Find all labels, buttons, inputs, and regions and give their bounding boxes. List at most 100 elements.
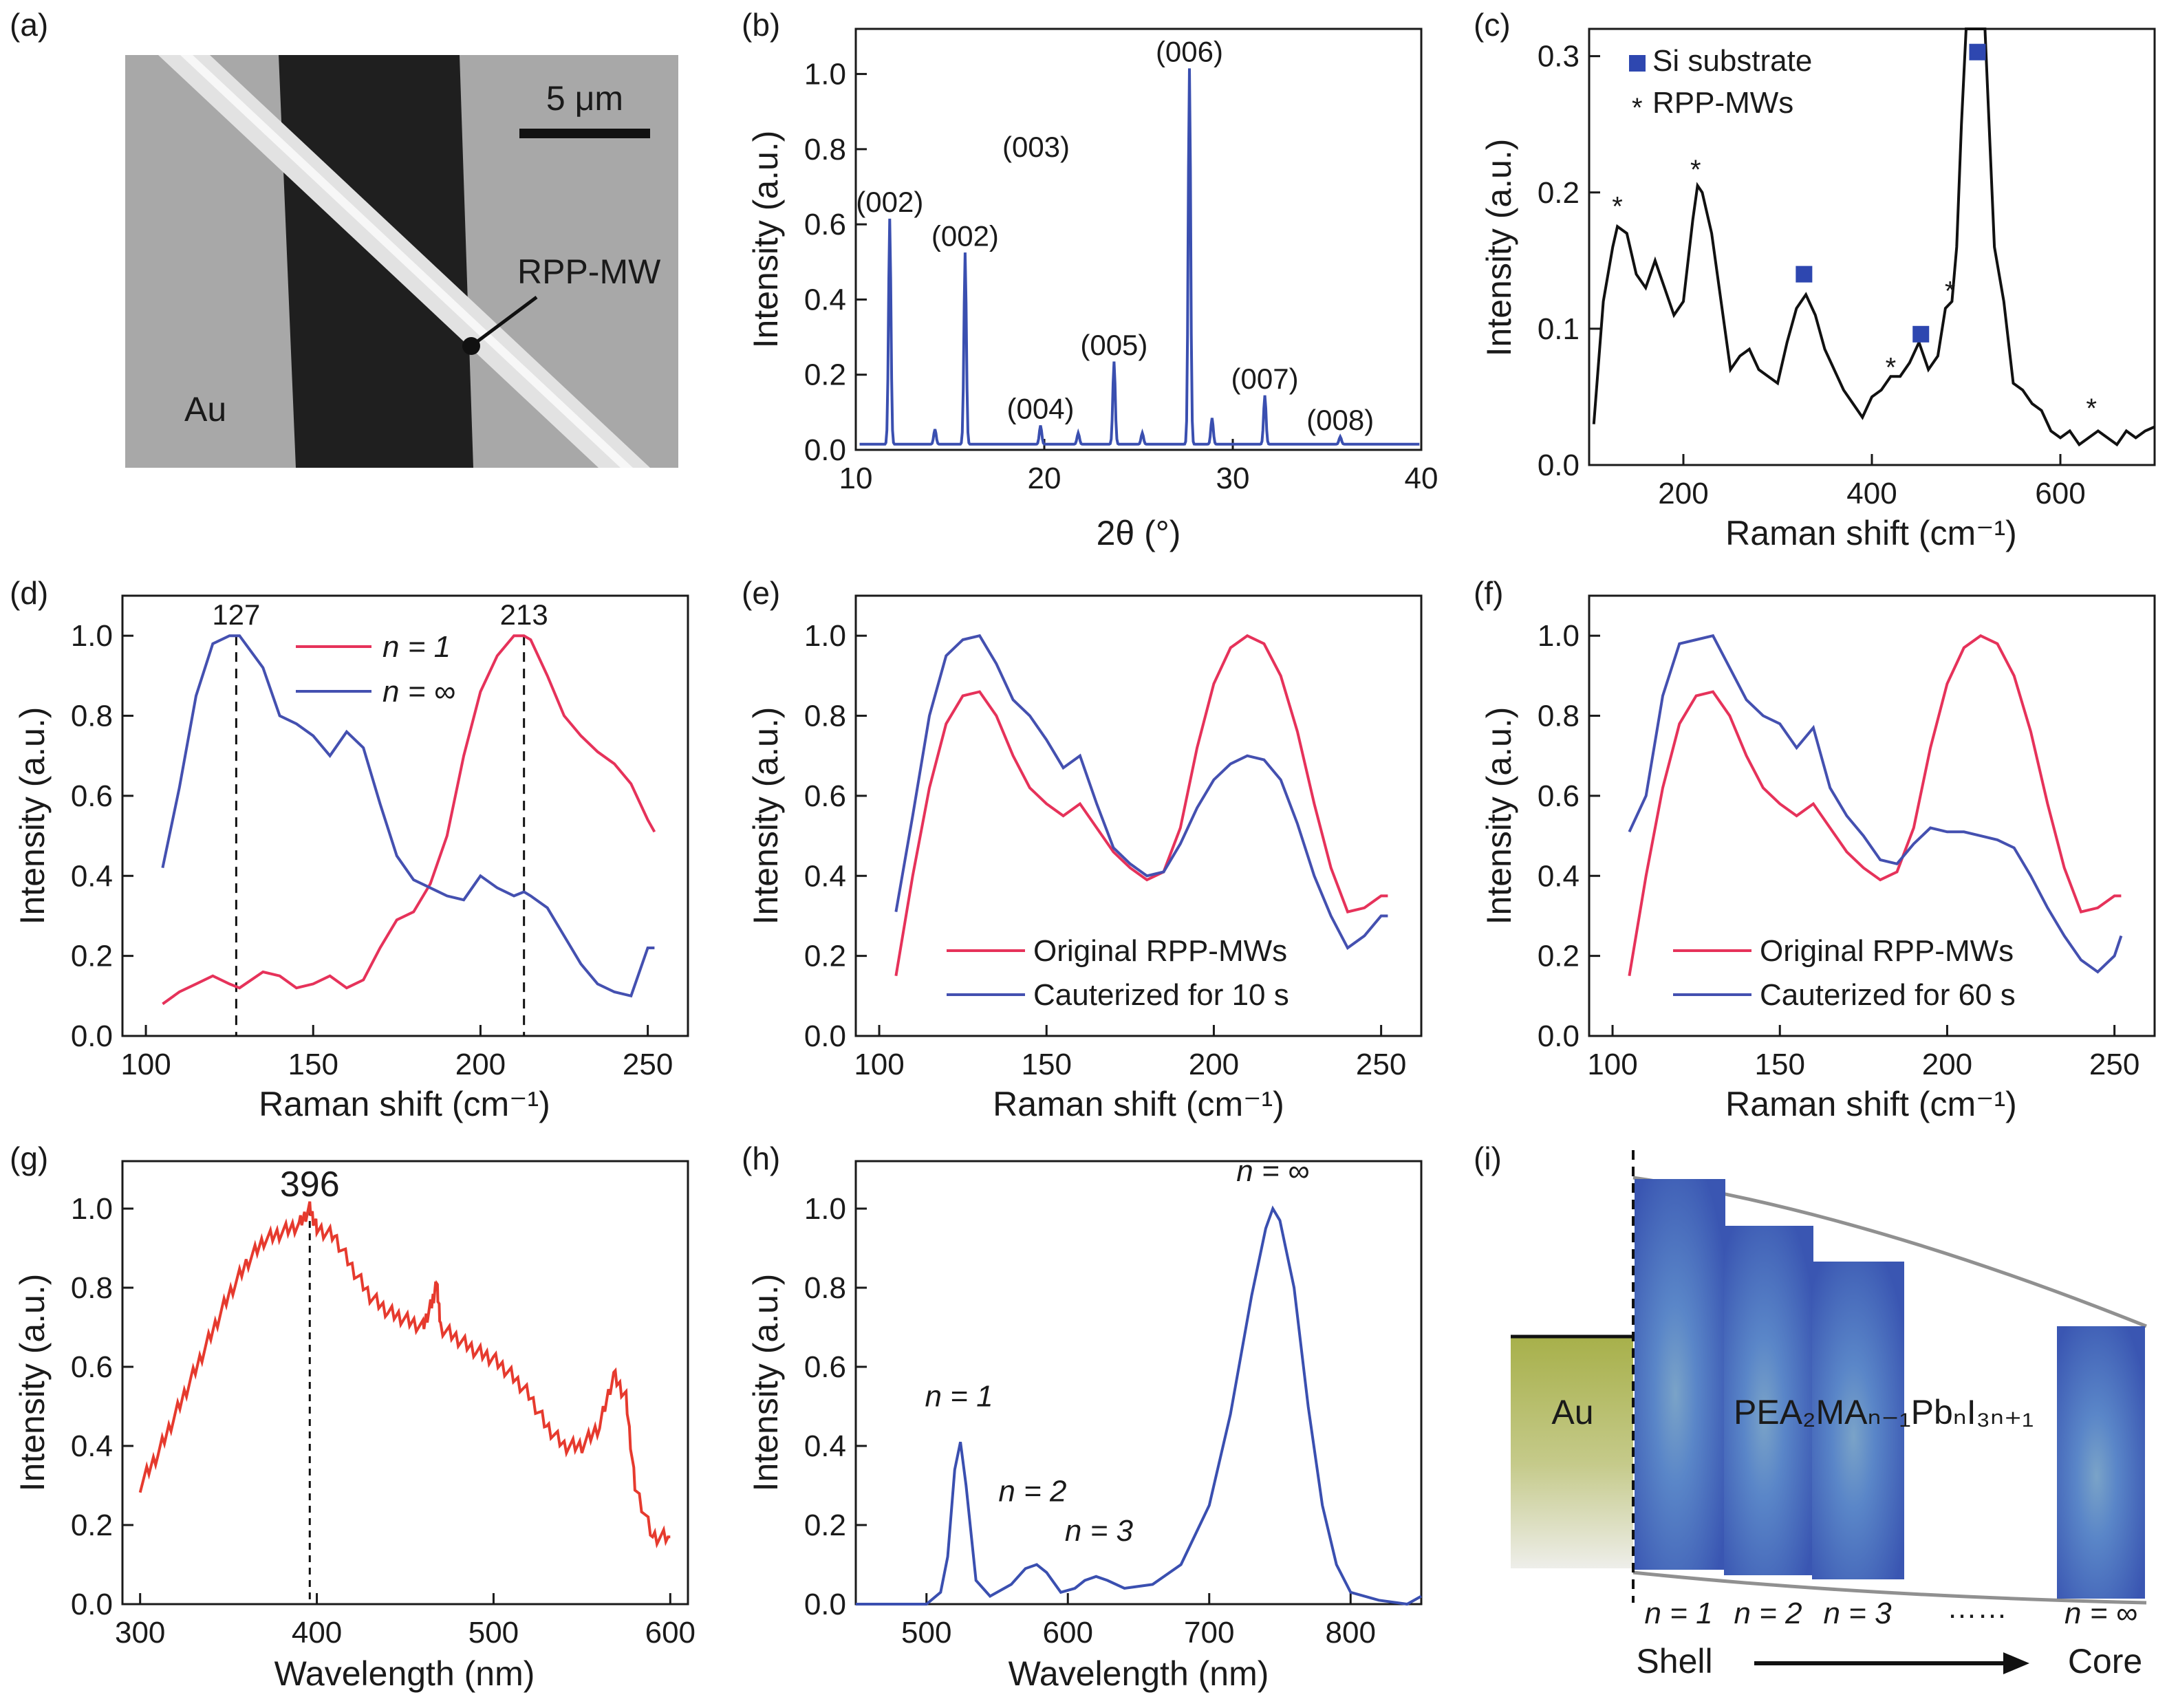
panel-f-frame (1588, 594, 2156, 1037)
y-tick-label: 0.2 (804, 1509, 846, 1542)
rpp-marker: * (1612, 192, 1623, 222)
sem-channel-dark (279, 55, 473, 468)
x-tick-label: 250 (1356, 1048, 1406, 1081)
peak-label: (005) (1080, 329, 1147, 361)
annot-396: 396 (280, 1165, 340, 1204)
panel-f-letter: (f) (1474, 575, 1503, 611)
panel-e-xlabel: Raman shift (cm⁻¹) (993, 1085, 1284, 1123)
panel-i: (i) Au PEA₂MAₙ₋₁PbₙI₃ₙ₊₁ n = 1 n = 2 n =… (1474, 1141, 2147, 1680)
legend-si-marker (1629, 55, 1646, 72)
wire-pointer-line (470, 295, 538, 348)
y-tick-label: 0.0 (804, 1019, 846, 1053)
rpp-marker: * (1690, 155, 1701, 185)
layer-n2-label: n = 2 (1734, 1597, 1802, 1630)
y-tick-label: 0.2 (1538, 176, 1580, 210)
y-tick-label: 1.0 (1538, 619, 1580, 653)
panel-b-ticks: 10 20 30 40 0.0 0.2 0.4 0.6 0.8 1.0 (804, 58, 1438, 495)
shell-label: Shell (1636, 1642, 1712, 1680)
y-tick-label: 1.0 (804, 619, 846, 653)
y-tick-label: 0.8 (804, 700, 846, 733)
peak-label: (004) (1006, 393, 1074, 425)
formula-label: PEA₂MAₙ₋₁PbₙI₃ₙ₊₁ (1734, 1393, 2034, 1431)
panel-c-letter: (c) (1474, 7, 1511, 43)
legend-si-label: Si substrate (1652, 44, 1812, 78)
legend-original-label: Original RPP-MWs (1033, 934, 1287, 968)
legend-cauterized-label: Cauterized for 60 s (1760, 978, 2016, 1012)
y-tick-label: 0.0 (1538, 448, 1580, 482)
x-tick-label: 200 (1922, 1048, 1972, 1081)
panel-d-ticks: 100 150 200 250 0.0 0.2 0.4 0.6 0.8 1.0 (71, 619, 673, 1081)
pl-peak-labels: n = 1 n = 2 n = 3 n = ∞ (925, 1154, 1309, 1548)
layer-ninf-block (2057, 1326, 2145, 1599)
au-block (1511, 1336, 1633, 1568)
legend-ninf-label: n = ∞ (382, 675, 455, 709)
series-cauterized-10s-line (894, 634, 1388, 950)
x-tick-label: 150 (288, 1048, 338, 1081)
scale-bar-label: 5 μm (546, 79, 623, 118)
y-tick-label: 0.6 (804, 1350, 846, 1384)
x-tick-label: 400 (292, 1616, 342, 1650)
x-tick-label: 600 (2035, 477, 2085, 510)
panel-h-ylabel: Intensity (a.u.) (746, 1274, 785, 1492)
x-tick-label: 100 (1587, 1048, 1637, 1081)
panel-h-letter: (h) (742, 1141, 780, 1176)
y-tick-label: 0.8 (1538, 700, 1580, 733)
peak-label: (002) (856, 186, 923, 218)
panel-g: (g) 300 400 500 600 0.0 0.2 0.4 0.6 0.8 1.0 396 W… (10, 1141, 696, 1693)
x-tick-label: 500 (468, 1616, 519, 1650)
y-tick-label: 0.0 (1538, 1019, 1580, 1053)
x-tick-label: 500 (901, 1616, 951, 1650)
y-tick-label: 0.2 (804, 940, 846, 973)
electrode-label: Au (184, 390, 226, 429)
x-tick-label: 600 (645, 1616, 696, 1650)
panel-h: (h) 500 600 700 800 0.0 0.2 0.4 0.6 0.8 1.0 n = 1… (742, 1141, 1423, 1693)
y-tick-label: 0.4 (71, 859, 113, 893)
x-tick-label: 30 (1216, 462, 1250, 495)
pl-peak-label: n = 3 (1065, 1514, 1134, 1548)
panel-f-ylabel: Intensity (a.u.) (1480, 707, 1518, 925)
y-tick-label: 0.2 (71, 1509, 113, 1542)
shell-core-arrowhead (2003, 1652, 2029, 1674)
layer-n1-block (1635, 1179, 1725, 1570)
y-tick-label: 0.6 (71, 1350, 113, 1384)
envelope-bottom-line (1632, 1570, 2147, 1605)
panel-g-frame (121, 1160, 689, 1606)
panel-g-xlabel: Wavelength (nm) (274, 1654, 535, 1693)
legend-rpp-marker: * (1632, 93, 1643, 123)
y-tick-label: 0.0 (71, 1588, 113, 1621)
pl-series-line (856, 1205, 1422, 1606)
panel-a: (a) 5 μm RPP-MW Au (10, 7, 678, 468)
y-tick-label: 0.6 (804, 208, 846, 241)
x-tick-label: 200 (1658, 477, 1708, 510)
y-tick-label: 0.2 (71, 940, 113, 973)
x-tick-label: 400 (1846, 477, 1897, 510)
pl-peak-label: n = 2 (998, 1475, 1066, 1509)
panel-h-xlabel: Wavelength (nm) (1009, 1654, 1269, 1693)
x-tick-label: 200 (455, 1048, 506, 1081)
panel-e-ticks: 100 150 200 250 0.0 0.2 0.4 0.6 0.8 1.0 (804, 619, 1407, 1081)
au-label: Au (1551, 1393, 1593, 1431)
legend-original-label: Original RPP-MWs (1760, 934, 2014, 968)
xrd-peak-labels: (002)(002) (004)(005) (006) (007)(008) (856, 36, 1374, 436)
pl-peak-label: n = ∞ (1236, 1154, 1309, 1188)
xrd-series-line (859, 68, 1420, 446)
y-tick-label: 0.4 (804, 1429, 846, 1463)
panel-a-letter: (a) (10, 7, 48, 43)
pl-peak-label: n = 1 (925, 1380, 993, 1414)
panel-c-xlabel: Raman shift (cm⁻¹) (1725, 514, 2017, 552)
panel-b-ylabel: Intensity (a.u.) (746, 131, 785, 349)
y-tick-label: 0.3 (1538, 40, 1580, 74)
panel-f: (f) 100 150 200 250 0.0 0.2 0.4 0.6 0.8 1.0 Origi… (1474, 575, 2156, 1123)
rpp-marker: * (1886, 352, 1897, 382)
panel-h-ticks: 500 600 700 800 0.0 0.2 0.4 0.6 0.8 1.0 (804, 1192, 1376, 1650)
y-tick-label: 0.6 (1538, 779, 1580, 813)
peak-label: (006) (1156, 36, 1223, 68)
x-tick-label: 100 (854, 1048, 904, 1081)
si-substrate-marker (1796, 266, 1813, 283)
dots-label: …… (1947, 1591, 2007, 1625)
legend-rpp-label: RPP-MWs (1652, 86, 1793, 120)
annot-213: 213 (500, 598, 548, 631)
panel-d-xlabel: Raman shift (cm⁻¹) (259, 1085, 550, 1123)
x-tick-label: 300 (115, 1616, 165, 1650)
